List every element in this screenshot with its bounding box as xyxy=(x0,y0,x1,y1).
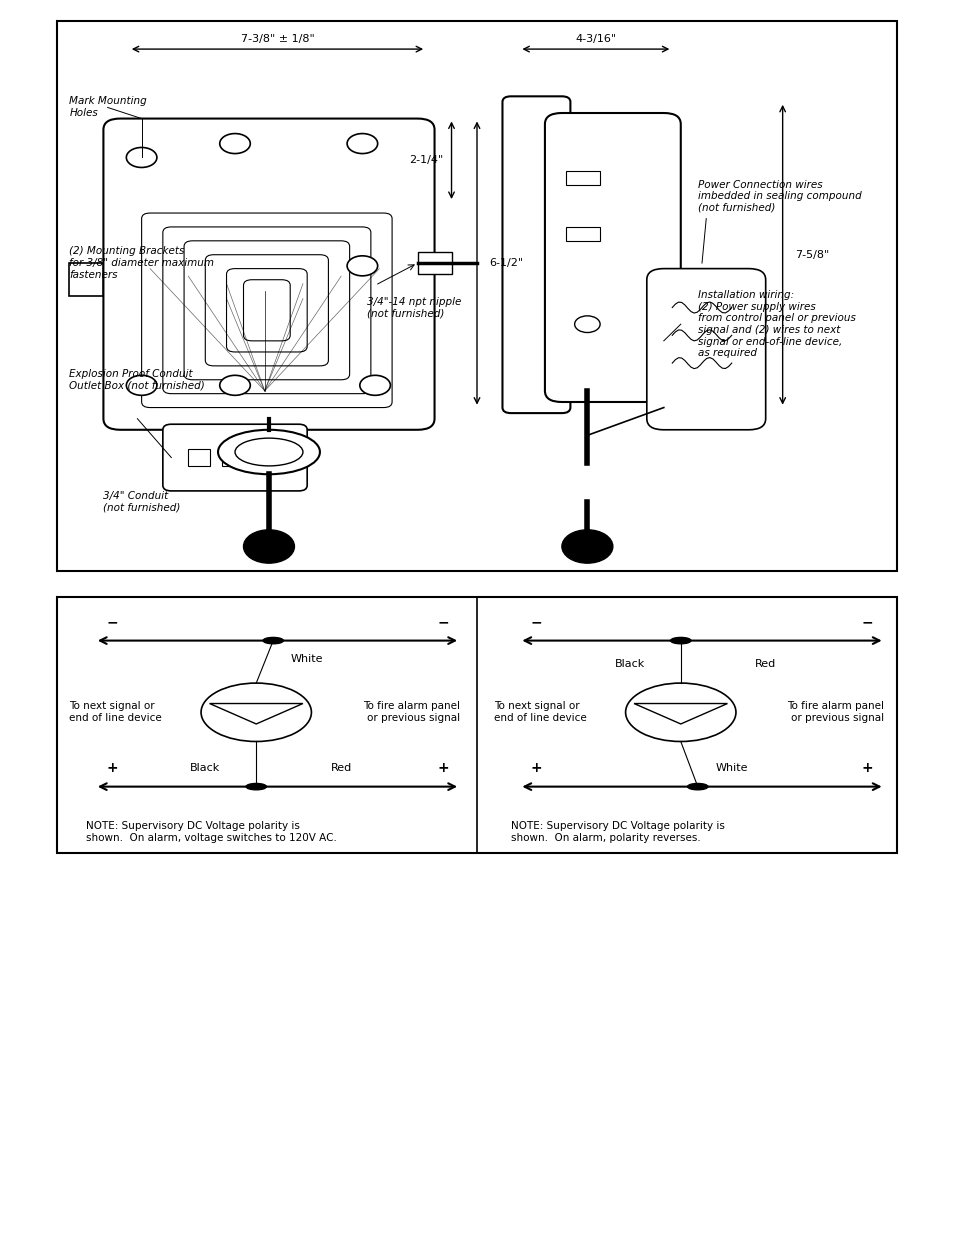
Text: (2) Mounting Brackets
for 3/8" diameter maximum
fasteners: (2) Mounting Brackets for 3/8" diameter … xyxy=(70,247,214,279)
Text: To fire alarm panel
or previous signal: To fire alarm panel or previous signal xyxy=(363,701,459,722)
Ellipse shape xyxy=(218,430,319,474)
Circle shape xyxy=(263,637,283,643)
FancyBboxPatch shape xyxy=(163,425,307,492)
Text: 7-5/8": 7-5/8" xyxy=(795,249,829,259)
FancyBboxPatch shape xyxy=(243,280,290,341)
Circle shape xyxy=(687,783,707,790)
Circle shape xyxy=(243,530,294,563)
Text: Explosion Proof Conduit
Outlet Box (not furnished): Explosion Proof Conduit Outlet Box (not … xyxy=(70,369,205,390)
FancyBboxPatch shape xyxy=(502,96,570,414)
Text: +: + xyxy=(436,761,448,776)
FancyBboxPatch shape xyxy=(544,114,680,403)
Text: To next signal or
end of line device: To next signal or end of line device xyxy=(70,701,162,722)
Text: To next signal or
end of line device: To next signal or end of line device xyxy=(494,701,586,722)
Circle shape xyxy=(219,375,250,395)
Text: 3/4"-14 npt nipple
(not furnished): 3/4"-14 npt nipple (not furnished) xyxy=(366,296,460,319)
Text: 6-1/2": 6-1/2" xyxy=(489,258,523,268)
Ellipse shape xyxy=(201,683,311,741)
Text: +: + xyxy=(530,761,541,776)
Bar xyxy=(565,227,599,241)
Circle shape xyxy=(347,256,377,275)
Ellipse shape xyxy=(234,438,303,466)
Polygon shape xyxy=(70,263,103,296)
Text: 2-1/4": 2-1/4" xyxy=(408,156,442,165)
Circle shape xyxy=(126,147,156,168)
Text: Installation wiring:
(2) Power supply wires
from control panel or previous
signa: Installation wiring: (2) Power supply wi… xyxy=(697,290,855,358)
Text: −: − xyxy=(861,615,872,629)
FancyBboxPatch shape xyxy=(141,212,392,408)
Bar xyxy=(222,450,243,466)
Text: −: − xyxy=(530,615,541,629)
Text: White: White xyxy=(715,763,747,773)
Text: 7-3/8" ± 1/8": 7-3/8" ± 1/8" xyxy=(240,33,314,43)
Text: NOTE: Supervisory DC Voltage polarity is
shown.  On alarm, voltage switches to 1: NOTE: Supervisory DC Voltage polarity is… xyxy=(87,821,337,842)
Polygon shape xyxy=(210,704,303,724)
FancyBboxPatch shape xyxy=(56,597,897,853)
Text: +: + xyxy=(861,761,872,776)
Circle shape xyxy=(219,133,250,153)
Circle shape xyxy=(359,375,390,395)
FancyBboxPatch shape xyxy=(646,269,765,430)
Bar xyxy=(565,172,599,185)
Text: Red: Red xyxy=(754,659,776,669)
Bar xyxy=(256,450,277,466)
Circle shape xyxy=(574,316,599,332)
Circle shape xyxy=(126,375,156,395)
Ellipse shape xyxy=(625,683,735,741)
Text: Mark Mounting
Holes: Mark Mounting Holes xyxy=(70,96,147,117)
Circle shape xyxy=(561,530,612,563)
Polygon shape xyxy=(634,704,727,724)
Text: 4-3/16": 4-3/16" xyxy=(575,33,616,43)
FancyBboxPatch shape xyxy=(163,227,371,394)
Bar xyxy=(188,450,210,466)
Circle shape xyxy=(246,783,266,790)
Text: −: − xyxy=(436,615,448,629)
FancyBboxPatch shape xyxy=(226,269,307,352)
Circle shape xyxy=(347,133,377,153)
Text: Black: Black xyxy=(614,659,644,669)
Text: Red: Red xyxy=(330,763,352,773)
FancyBboxPatch shape xyxy=(103,119,434,430)
Bar xyxy=(417,252,451,274)
FancyBboxPatch shape xyxy=(184,241,349,380)
Text: White: White xyxy=(291,653,323,664)
Text: To fire alarm panel
or previous signal: To fire alarm panel or previous signal xyxy=(787,701,883,722)
Text: Power Connection wires
imbedded in sealing compound
(not furnished): Power Connection wires imbedded in seali… xyxy=(697,180,861,212)
Text: NOTE: Supervisory DC Voltage polarity is
shown.  On alarm, polarity reverses.: NOTE: Supervisory DC Voltage polarity is… xyxy=(511,821,724,842)
Text: −: − xyxy=(106,615,117,629)
FancyBboxPatch shape xyxy=(205,254,328,366)
Text: 3/4" Conduit
(not furnished): 3/4" Conduit (not furnished) xyxy=(103,492,181,513)
Text: Black: Black xyxy=(190,763,220,773)
Circle shape xyxy=(670,637,690,643)
Text: +: + xyxy=(106,761,117,776)
FancyBboxPatch shape xyxy=(56,21,897,572)
